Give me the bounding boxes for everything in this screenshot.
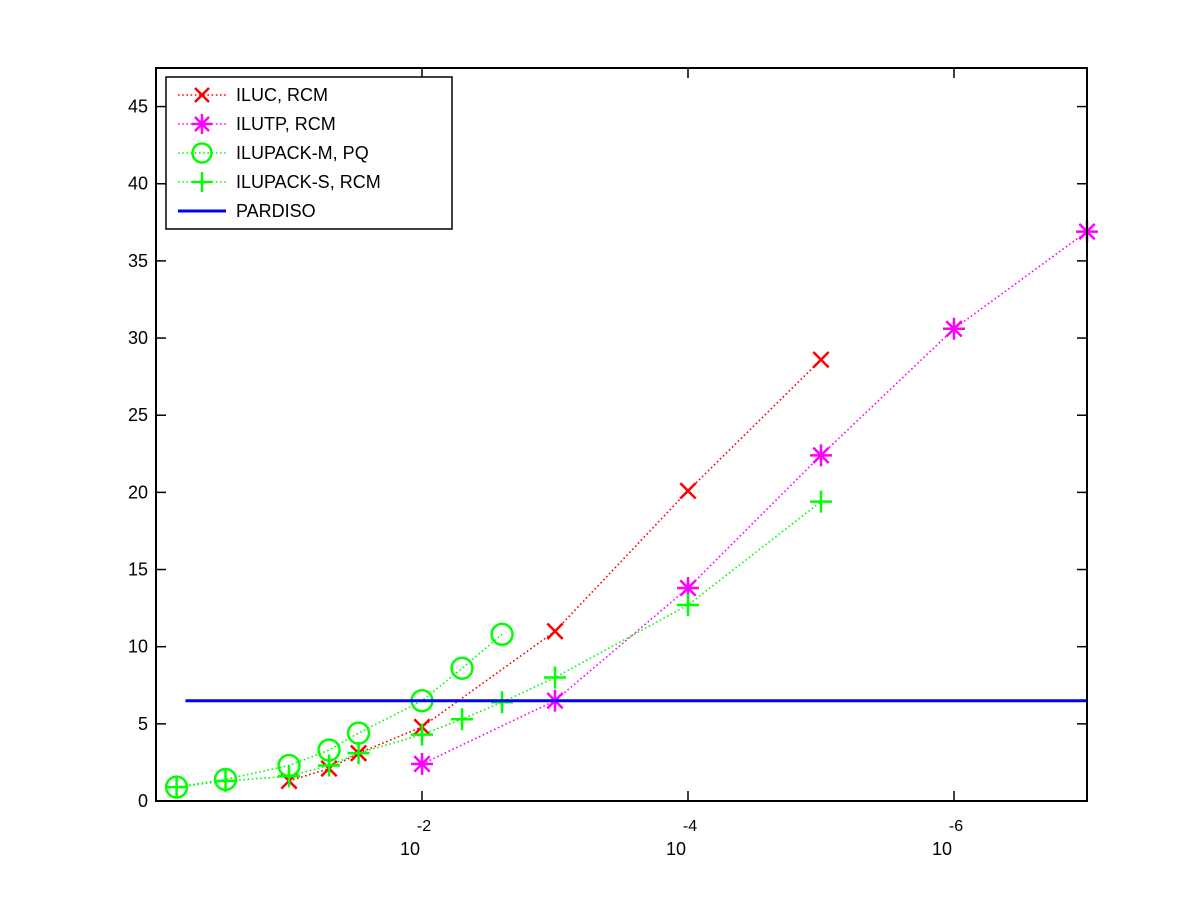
- series-4-point-11: [810, 490, 832, 513]
- x-tick-label-base-1: 10: [400, 839, 420, 859]
- y-tick-label-8: 35: [128, 251, 148, 271]
- legend-label-4: ILUPACK-S, RCM: [236, 172, 381, 192]
- legend-label-1: ILUC, RCM: [236, 85, 328, 105]
- legend-entry-2: ILUTP, RCM: [178, 114, 336, 134]
- legend-entry-3: ILUPACK-M, PQ: [178, 142, 369, 164]
- series-3-point-7: [450, 656, 474, 680]
- axes-frame: [155, 67, 1088, 802]
- y-tick-label-5: 20: [128, 482, 148, 502]
- series-2-point-1: [411, 752, 433, 775]
- y-tick-label-9: 40: [128, 174, 148, 194]
- legend: ILUC, RCM ILUTP, RCM ILUPACK-M, PQ ILUPACK-…: [165, 76, 453, 230]
- legend-label-2: ILUTP, RCM: [236, 114, 336, 134]
- x-tick-label-exponent-3: -6: [949, 818, 963, 835]
- series-4-point-5: [347, 742, 370, 765]
- series-4-point-6: [411, 723, 433, 746]
- series-layer: [164, 220, 1098, 799]
- legend-marker-1: [194, 87, 210, 103]
- y-tick-label-2: 5: [138, 714, 148, 734]
- series-2-line: [421, 230, 1088, 765]
- legend-marker-4: [192, 172, 212, 192]
- series-4-point-8: [491, 691, 514, 714]
- x-tick-label-base-3: 10: [932, 839, 952, 859]
- series-4: [165, 490, 832, 799]
- series-4-point-4: [318, 754, 341, 777]
- x-tick-label-base-2: 10: [666, 839, 686, 859]
- legend-entry-1: ILUC, RCM: [178, 85, 328, 105]
- y-tick-label-7: 30: [128, 328, 148, 348]
- axes-layer: 0 5 10 15 20 25 30 35 40 45 10 -2 10 -4 10 -6: [128, 67, 1088, 859]
- legend-entry-4: ILUPACK-S, RCM: [178, 172, 381, 192]
- series-1-point-7: [812, 351, 830, 369]
- y-tick-label-10: 45: [128, 97, 148, 117]
- series-1-point-5: [546, 622, 564, 640]
- series-4-point-2: [214, 769, 237, 792]
- legend-marker-3: [191, 142, 213, 164]
- legend-marker-2: [192, 114, 212, 134]
- legend-label-5: PARDISO: [236, 201, 316, 221]
- series-3-point-8: [490, 622, 514, 647]
- y-tick-label-1: 0: [138, 791, 148, 811]
- series-4-point-3: [278, 765, 300, 788]
- y-tick-label-4: 15: [128, 560, 148, 580]
- legend-entry-5: PARDISO: [178, 201, 316, 221]
- series-2-point-5: [943, 317, 965, 340]
- series-4-point-7: [451, 708, 474, 731]
- x-tick-label-exponent-2: -4: [683, 818, 697, 835]
- series-1-point-6: [679, 482, 697, 500]
- legend-label-3: ILUPACK-M, PQ: [236, 143, 369, 163]
- x-tick-label-exponent-1: -2: [417, 818, 431, 835]
- y-tick-label-3: 10: [128, 637, 148, 657]
- y-tick-label-6: 25: [128, 405, 148, 425]
- series-4-point-9: [544, 666, 566, 689]
- series-4-point-10: [677, 594, 699, 617]
- series-2: [411, 220, 1098, 775]
- series-2-point-4: [810, 444, 832, 467]
- series-4-point-1: [165, 776, 188, 799]
- legend-box: [165, 76, 453, 230]
